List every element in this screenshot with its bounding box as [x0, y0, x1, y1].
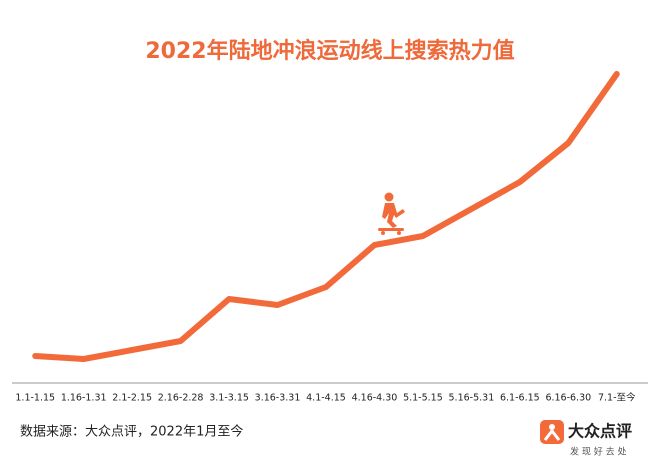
x-tick-label: 5.1-5.15 [403, 393, 443, 404]
line [32, 71, 620, 362]
logo-slogan: 发 现 好 去 处 [570, 446, 626, 458]
skater-icon [378, 192, 405, 235]
x-tick-label: 2.16-2.28 [158, 393, 204, 404]
x-tick-label: 6.16-6.30 [545, 393, 591, 404]
x-tick-label: 4.1-4.15 [306, 393, 346, 404]
x-tick-label: 2.1-2.15 [112, 393, 152, 404]
x-tick-label: 1.1-1.15 [15, 393, 55, 404]
x-tick-label: 1.16-1.31 [61, 393, 107, 404]
x-tick-label: 6.1-6.15 [500, 393, 540, 404]
x-tick-label: 3.1-3.15 [209, 393, 249, 404]
x-tick-label: 4.16-4.30 [352, 393, 398, 404]
chart-title: 2022年陆地冲浪运动线上搜索热力值 [145, 38, 514, 64]
logo-text: 大众点评 [568, 422, 632, 441]
x-tick-label: 7.1-至今 [598, 392, 636, 404]
x-tick-label: 5.16-5.31 [449, 393, 495, 404]
source-note: 数据来源：大众点评，2022年1月至今 [20, 424, 243, 440]
x-tick-label: 3.16-3.31 [255, 393, 301, 404]
logo: 大众点评 发 现 好 去 处 [540, 420, 632, 458]
